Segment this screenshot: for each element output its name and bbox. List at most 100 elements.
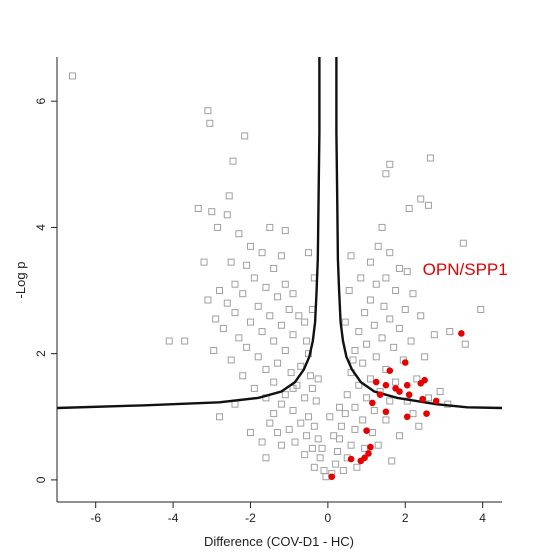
data-point-square bbox=[314, 435, 322, 443]
data-point-square bbox=[231, 280, 239, 288]
data-point-square bbox=[426, 154, 434, 162]
data-point-highlight bbox=[423, 410, 430, 417]
y-tick-label: 6 bbox=[34, 98, 48, 105]
data-point-square bbox=[297, 362, 305, 370]
data-point-square bbox=[413, 375, 421, 383]
data-point-square bbox=[246, 318, 254, 326]
data-point-square bbox=[246, 242, 254, 250]
data-point-highlight bbox=[372, 378, 380, 386]
data-point-square bbox=[378, 223, 386, 231]
data-point-square bbox=[359, 416, 367, 424]
data-point-square bbox=[250, 274, 258, 282]
data-point-square bbox=[386, 315, 394, 323]
data-point-square bbox=[459, 239, 467, 247]
data-point-square bbox=[285, 305, 293, 313]
data-point-square bbox=[270, 337, 278, 345]
data-point-square bbox=[281, 280, 289, 288]
data-point-highlight bbox=[328, 473, 336, 481]
axes-layer: -6 -4 -2 0 2 4 0 2 4 6 bbox=[34, 57, 502, 525]
data-point-square bbox=[343, 391, 351, 399]
data-point-square bbox=[258, 328, 266, 336]
data-point-square bbox=[289, 384, 297, 392]
data-point-square bbox=[388, 457, 396, 465]
data-point-square bbox=[270, 410, 278, 418]
data-point-square bbox=[287, 369, 295, 377]
data-point-square bbox=[308, 384, 316, 392]
data-point-highlight bbox=[367, 443, 374, 451]
data-point-square bbox=[281, 227, 289, 235]
data-point-square bbox=[258, 438, 266, 446]
data-point-square bbox=[390, 343, 398, 351]
data-point-square bbox=[401, 305, 409, 313]
data-point-square bbox=[204, 107, 212, 115]
data-point-square bbox=[291, 438, 299, 446]
data-point-square bbox=[219, 324, 227, 332]
x-tick-label: -6 bbox=[90, 511, 101, 525]
data-point-highlight bbox=[432, 397, 440, 405]
data-point-square bbox=[274, 359, 282, 367]
data-point-square bbox=[337, 422, 345, 430]
data-point-square bbox=[349, 356, 357, 364]
data-point-square bbox=[301, 451, 309, 459]
data-point-square bbox=[274, 293, 282, 301]
data-point-square bbox=[330, 432, 338, 440]
data-point-square bbox=[326, 413, 334, 421]
data-point-square bbox=[424, 394, 432, 402]
data-point-square bbox=[246, 429, 254, 437]
data-point-square bbox=[366, 258, 374, 266]
data-point-square bbox=[386, 249, 394, 257]
data-point-square bbox=[285, 425, 293, 433]
data-point-square bbox=[378, 334, 386, 342]
data-point-square bbox=[214, 223, 222, 231]
data-point-square bbox=[258, 249, 266, 257]
data-point-square bbox=[277, 252, 285, 260]
data-point-square bbox=[274, 429, 282, 437]
data-point-square bbox=[266, 312, 274, 320]
data-point-square bbox=[281, 391, 289, 399]
x-axis-label: Difference (COV-D1 - HC) bbox=[204, 534, 354, 549]
data-point-square bbox=[430, 331, 438, 339]
data-point-square bbox=[310, 422, 318, 430]
x-tick-label: 2 bbox=[402, 511, 409, 525]
data-point-square bbox=[446, 328, 454, 336]
data-point-square bbox=[227, 356, 235, 364]
data-point-square bbox=[322, 473, 330, 481]
data-point-square bbox=[345, 287, 353, 295]
data-point-square bbox=[347, 441, 355, 449]
data-point-square bbox=[341, 410, 349, 418]
x-tick-label: 0 bbox=[325, 511, 332, 525]
data-point-square bbox=[281, 347, 289, 355]
highlight-points-layer bbox=[328, 330, 465, 481]
data-point-square bbox=[351, 403, 359, 411]
data-point-square bbox=[235, 230, 243, 238]
data-point-square bbox=[395, 432, 403, 440]
data-point-square bbox=[262, 283, 270, 291]
data-point-square bbox=[320, 466, 328, 474]
data-point-square bbox=[68, 72, 76, 80]
data-point-square bbox=[395, 324, 403, 332]
data-point-square bbox=[361, 309, 369, 317]
data-point-highlight bbox=[417, 380, 425, 387]
data-point-square bbox=[409, 290, 417, 298]
data-point-square bbox=[359, 359, 367, 367]
data-point-highlight bbox=[376, 391, 384, 398]
data-point-square bbox=[357, 274, 365, 282]
data-point-square bbox=[351, 347, 359, 355]
data-point-highlight bbox=[396, 388, 403, 395]
data-point-square bbox=[372, 280, 380, 288]
data-point-square bbox=[372, 353, 380, 361]
data-point-square bbox=[295, 312, 303, 320]
data-point-square bbox=[262, 454, 270, 462]
data-point-square bbox=[208, 208, 216, 216]
y-tick-label: 4 bbox=[34, 224, 48, 231]
data-point-highlight bbox=[382, 381, 390, 389]
data-point-square bbox=[239, 372, 247, 380]
data-point-square bbox=[310, 463, 318, 471]
data-point-square bbox=[335, 403, 343, 411]
data-point-square bbox=[227, 258, 235, 266]
data-point-square bbox=[436, 388, 444, 396]
y-tick-label: 2 bbox=[34, 350, 48, 357]
background-points-layer bbox=[68, 72, 485, 481]
data-point-square bbox=[303, 337, 311, 345]
data-point-square bbox=[316, 454, 324, 462]
